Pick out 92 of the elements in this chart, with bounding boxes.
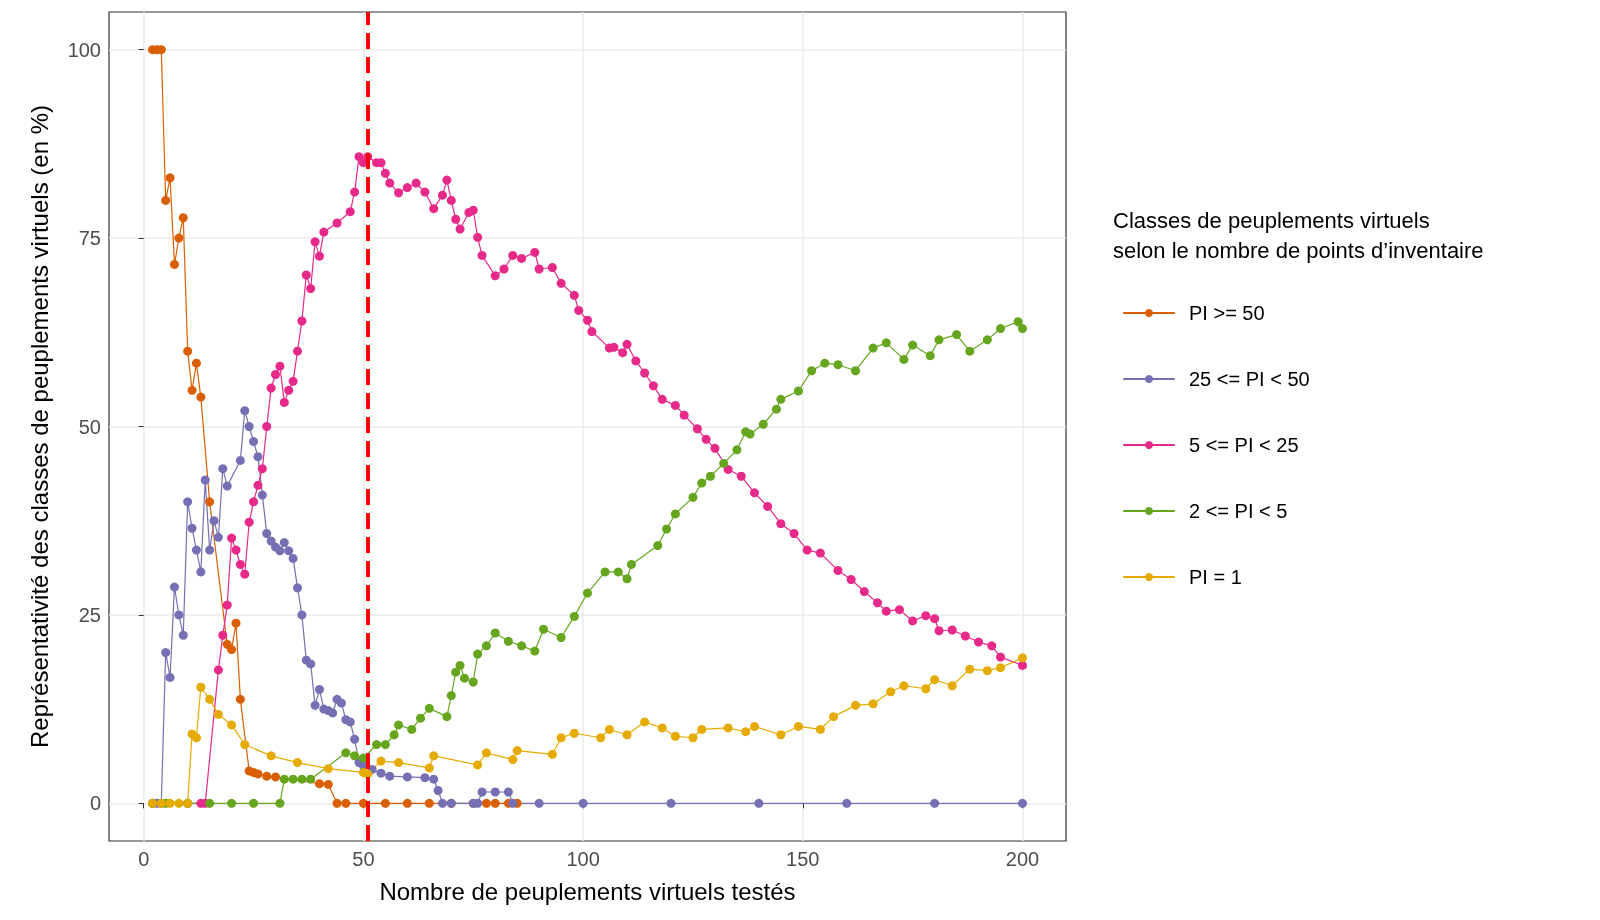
point [165, 173, 175, 183]
point [191, 733, 201, 743]
point [266, 751, 276, 761]
x-tick-label: 200 [1005, 848, 1040, 870]
legend-label: PI >= 50 [1189, 302, 1265, 324]
point [231, 618, 241, 628]
point [723, 723, 733, 733]
point [196, 392, 206, 402]
point [886, 687, 896, 697]
point [174, 798, 184, 808]
point [262, 771, 272, 781]
point [165, 798, 175, 808]
point [899, 681, 909, 691]
point [930, 675, 940, 685]
point [688, 733, 698, 743]
point [547, 749, 557, 759]
point [323, 764, 333, 774]
point [187, 385, 197, 395]
y-tick-label: 50 [78, 415, 101, 438]
point [481, 748, 491, 758]
point [508, 755, 518, 765]
legend-label: 2 <= PI < 5 [1189, 500, 1288, 522]
point [363, 769, 373, 779]
point [793, 721, 803, 731]
point [829, 712, 839, 722]
point [921, 684, 931, 694]
point [227, 720, 237, 730]
y-tick-label: 0 [89, 792, 101, 815]
point [851, 700, 861, 710]
point [965, 664, 975, 674]
point [868, 699, 878, 709]
point [657, 723, 667, 733]
point [424, 763, 434, 773]
point [815, 724, 825, 734]
point [205, 497, 215, 507]
point [213, 709, 223, 719]
point [191, 358, 201, 368]
y-axis-title: Représentativité des classes de peuplements virtuels (en %) [25, 105, 53, 748]
point [271, 772, 281, 782]
point [240, 740, 250, 750]
point [178, 213, 188, 223]
y-tick-label: 100 [67, 38, 101, 61]
point [749, 721, 759, 731]
point [490, 798, 500, 808]
x-tick-label: 50 [352, 848, 375, 870]
point [622, 730, 632, 740]
point [394, 758, 404, 768]
point [670, 731, 680, 741]
point [596, 733, 606, 743]
point [473, 760, 483, 770]
point [332, 798, 342, 808]
legend-label: 5 <= PI < 25 [1189, 434, 1299, 456]
point [169, 259, 179, 269]
x-tick-label: 150 [786, 848, 820, 870]
legend-title: Classes de peuplements virtuels selon le nombre de points d’inventaire [1113, 207, 1484, 263]
point [556, 733, 566, 743]
point [982, 666, 992, 676]
point [947, 681, 957, 691]
legend-label: 25 <= PI < 50 [1189, 368, 1310, 390]
point [183, 346, 193, 356]
x-axis-title: Nombre de peuplements virtuels testés [379, 877, 796, 905]
point [424, 798, 434, 808]
point [604, 724, 614, 734]
point [776, 730, 786, 740]
point [569, 728, 579, 738]
point [697, 724, 707, 734]
x-tick-label: 100 [566, 848, 600, 870]
point [293, 758, 302, 768]
point [640, 717, 650, 727]
point [402, 798, 412, 808]
point [380, 798, 390, 808]
point [227, 645, 237, 655]
point [429, 751, 439, 761]
x-tick-label: 0 [138, 848, 150, 870]
point [235, 694, 245, 704]
point [741, 727, 751, 737]
point [253, 769, 263, 779]
point [341, 798, 351, 808]
point [1018, 653, 1027, 663]
y-tick-label: 25 [78, 603, 101, 626]
point [376, 756, 386, 766]
point [314, 779, 324, 789]
point [481, 798, 491, 808]
point [996, 663, 1006, 673]
legend-label: PI = 1 [1189, 566, 1242, 588]
point [323, 779, 333, 789]
point [512, 746, 522, 756]
y-tick-label: 75 [78, 227, 101, 250]
point [161, 195, 171, 205]
point [196, 682, 206, 692]
point [174, 233, 184, 243]
point [205, 694, 215, 704]
